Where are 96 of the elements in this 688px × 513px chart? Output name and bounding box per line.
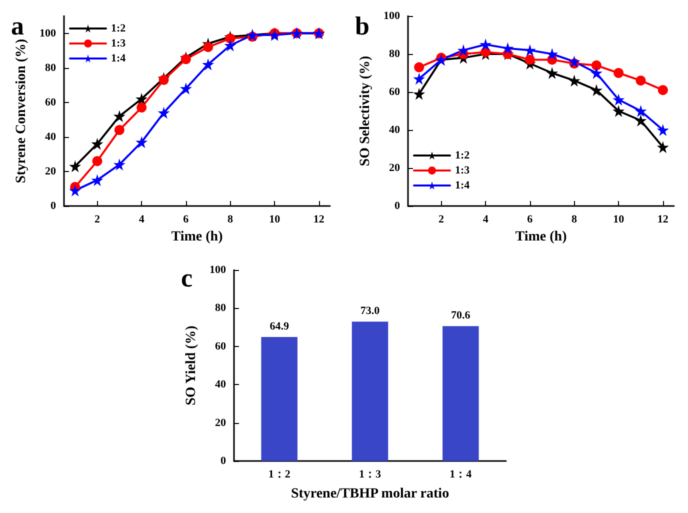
x-tick-label: 12 (313, 214, 325, 226)
point (591, 60, 602, 70)
x-tick-label: 4 (138, 214, 145, 226)
y-axis-title: SO Yield (%) (184, 325, 200, 406)
y-tick-label: 100 (384, 10, 400, 22)
legend-label: 1:2 (111, 22, 126, 34)
point (158, 106, 170, 119)
chart-title: b (355, 12, 370, 40)
x-tick-label: 1：2 (268, 468, 291, 480)
point (136, 92, 148, 105)
point (91, 138, 104, 150)
point (69, 184, 82, 196)
point (656, 141, 669, 154)
point (590, 84, 602, 96)
x-tick-label: 6 (183, 214, 190, 226)
legend-label: 1:2 (455, 150, 470, 162)
legend-label: 1:4 (111, 52, 126, 64)
x-tick-label: 4 (482, 214, 489, 226)
y-axis-title: Styrene Conversion (%) (14, 38, 30, 184)
y-tick-label: 80 (389, 48, 400, 60)
data-label: 64.9 (270, 320, 290, 333)
point (203, 42, 214, 52)
point (136, 102, 147, 113)
y-tick-label: 60 (215, 340, 226, 352)
y-tick-label: 40 (45, 130, 56, 143)
x-tick-label: 10 (613, 214, 625, 226)
bar (352, 322, 388, 461)
data-label: 70.6 (451, 310, 471, 322)
x-tick-label: 2 (94, 214, 100, 226)
y-tick-label: 40 (215, 378, 226, 391)
data-label: 73.0 (360, 305, 380, 318)
y-tick-label: 20 (45, 165, 56, 178)
point (658, 85, 668, 96)
bar (261, 337, 298, 461)
y-tick-label: 80 (45, 62, 56, 74)
x-tick-label: 2 (438, 214, 444, 226)
point (136, 136, 148, 148)
y-tick-label: 100 (40, 27, 56, 40)
x-tick-label: 1：4 (450, 468, 472, 480)
x-axis-title: Styrene/TBHP molar ratio (290, 486, 450, 502)
point (636, 76, 646, 86)
point (656, 124, 669, 136)
point (568, 74, 580, 87)
x-axis-title: Time (h) (515, 229, 568, 244)
chart-title: c (181, 264, 193, 292)
point (612, 105, 625, 117)
chart-title: a (11, 12, 24, 40)
point (634, 114, 647, 126)
x-tick-label: 10 (269, 214, 281, 226)
point (180, 54, 191, 64)
point (202, 58, 214, 70)
point (524, 44, 536, 56)
y-tick-label: 40 (389, 124, 400, 136)
point (413, 72, 426, 85)
point (590, 67, 602, 79)
point (524, 54, 535, 65)
point (114, 125, 124, 135)
point (158, 74, 169, 85)
point (224, 39, 236, 52)
x-tick-label: 1：3 (359, 468, 382, 480)
x-tick-label: 6 (527, 214, 534, 226)
point (502, 42, 514, 54)
point (180, 82, 192, 95)
point (457, 44, 470, 56)
point (612, 94, 625, 106)
point (414, 62, 424, 72)
legend-label: 1:4 (455, 180, 470, 192)
point (568, 56, 580, 68)
x-axis-title: Time (h) (171, 229, 224, 244)
legend-label: 1:3 (455, 164, 470, 176)
y-tick-label: 80 (215, 302, 226, 314)
bar (442, 326, 479, 461)
legend-label: 1:3 (111, 38, 126, 50)
y-tick-label: 60 (45, 96, 56, 108)
y-tick-label: 100 (210, 264, 226, 276)
y-tick-label: 20 (215, 416, 226, 429)
x-tick-label: 8 (572, 214, 578, 226)
point (92, 156, 102, 166)
point (91, 174, 104, 186)
point (480, 38, 492, 50)
point (634, 105, 647, 117)
y-tick-label: 0 (220, 455, 226, 467)
point (546, 67, 558, 79)
point (413, 88, 426, 100)
y-tick-label: 60 (389, 86, 400, 98)
y-tick-label: 20 (389, 162, 400, 174)
point (614, 68, 624, 78)
point (69, 160, 82, 172)
y-tick-label: 0 (50, 200, 56, 212)
point (113, 110, 126, 122)
point (113, 158, 126, 171)
y-tick-label: 0 (394, 200, 400, 212)
x-tick-label: 8 (228, 214, 234, 226)
y-axis-title: SO Selectivity (%) (358, 55, 374, 166)
x-tick-label: 12 (657, 214, 669, 226)
point (225, 33, 236, 44)
